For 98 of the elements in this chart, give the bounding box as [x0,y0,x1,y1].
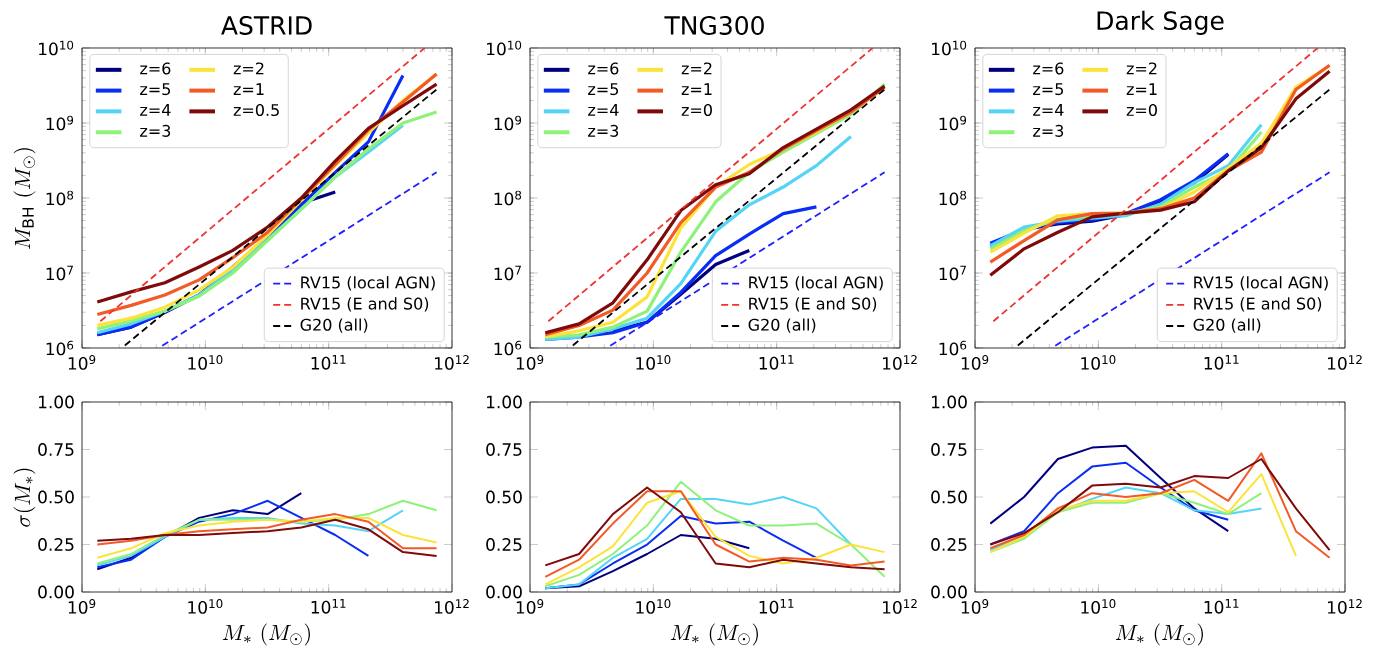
legend-label: z=2 [1126,62,1157,75]
legend-label: z=2 [681,62,712,75]
y-tick-label: 0.50 [931,490,967,504]
line-series [989,473,1297,557]
y-tick-label: 0.50 [486,490,522,504]
x-tick-label: 10$^{11}$ [311,599,346,614]
x-tick-label: 10$^{9}$ [516,355,544,370]
y-tick-label: 10$^{10}$ [39,40,74,56]
line-series [96,513,438,550]
legend-label: z=1 [233,83,264,95]
x-tick-label: 10$^{9}$ [961,599,989,614]
x-axis-title: $M_*\ (M_\odot)$ [1115,623,1203,646]
x-tick-label: 10$^{12}$ [434,599,469,614]
chart-title: TNG300 [664,16,764,35]
x-tick-label: 10$^{11}$ [1204,599,1239,614]
legend-label: z=4 [1033,104,1064,116]
y-tick-label: 0.00 [931,585,967,599]
legend-label: RV15 (local AGN) [1194,276,1328,291]
legend-label: G20 (all) [748,318,816,333]
legend-label: z=1 [681,83,712,95]
y-tick-label: 0.75 [38,443,74,456]
x-tick-label: 10$^{10}$ [636,355,671,370]
legend-label: z=0 [1126,103,1157,117]
legend-label: RV15 (local AGN) [749,276,883,291]
y-tick-label: 10$^{6}$ [46,340,74,356]
legend-label: z=6 [140,62,171,75]
y-tick-label: 10$^{7}$ [939,265,966,281]
x-tick-label: 10$^{12}$ [434,355,469,370]
y-tick-label: 10$^{9}$ [494,115,522,131]
x-tick-label: 10$^{11}$ [759,355,794,370]
y-tick-label: 1.00 [931,395,967,409]
legend-label: z=6 [1033,62,1064,75]
legend-label: z=2 [233,62,264,75]
y-tick-label: 1.00 [486,395,522,409]
x-tick-label: 10$^{12}$ [882,355,917,370]
y-tick-label: 10$^{10}$ [487,40,522,56]
y-tick-label: 1.00 [38,395,74,409]
x-tick-label: 10$^{11}$ [311,355,346,370]
legend-label: z=4 [588,104,619,116]
legend-label: z=5 [588,83,619,96]
y-tick-label: 0.25 [486,538,522,551]
y-tick-label: 10$^{8}$ [939,190,967,206]
legend-label: RV15 (E and S0) [749,297,877,312]
y-tick-label: 0.00 [38,585,74,599]
x-tick-label: 10$^{10}$ [188,355,223,370]
x-tick-label: 10$^{12}$ [1327,355,1362,370]
y-tick-label: 0.00 [486,585,522,599]
legend-label: z=0.5 [233,103,279,117]
x-tick-label: 10$^{11}$ [759,599,794,614]
y-tick-label: 10$^{6}$ [494,340,522,356]
chart-title: ASTRID [221,16,312,35]
y-tick-label: 10$^{9}$ [939,115,967,131]
x-tick-label: 10$^{10}$ [188,599,223,614]
x-tick-label: 10$^{12}$ [1327,599,1362,614]
x-tick-label: 10$^{12}$ [882,599,917,614]
legend-label: z=1 [1126,83,1157,95]
y-tick-label: 10$^{8}$ [46,190,74,206]
legend-label: z=5 [140,83,171,96]
legend-label: z=3 [140,124,171,137]
x-tick-label: 10$^{10}$ [1081,599,1116,614]
x-tick-label: 10$^{10}$ [1081,355,1116,370]
legend-label: RV15 (E and S0) [301,297,429,312]
legend-label: z=0 [681,103,712,117]
x-axis-title: $M_*\ (M_\odot)$ [222,623,310,646]
legend-label: G20 (all) [300,318,368,333]
line-series [96,499,370,569]
x-axis-title: $M_*\ (M_\odot)$ [670,623,758,646]
x-tick-label: 10$^{9}$ [516,599,544,614]
y-tick-label: 10$^{6}$ [939,340,967,356]
line-series [544,496,852,590]
legend-label: z=6 [588,62,619,75]
y-axis-title: $M_{\mathrm{BH}}\ (M_\odot)$ [13,148,36,250]
y-tick-label: 10$^{7}$ [494,265,521,281]
y-tick-label: 0.75 [931,443,967,456]
legend-label: z=3 [1033,124,1064,137]
legend-label: RV15 (E and S0) [1194,297,1322,312]
line-series [96,509,404,567]
y-tick-label: 10$^{7}$ [46,265,73,281]
x-tick-label: 10$^{9}$ [961,355,989,370]
chart-title: Dark Sage [1097,10,1224,35]
y-tick-label: 0.25 [931,538,967,551]
legend-label: RV15 (local AGN) [301,276,435,291]
y-tick-label: 0.25 [38,538,74,551]
x-tick-label: 10$^{10}$ [636,599,671,614]
x-tick-label: 10$^{9}$ [68,599,96,614]
y-axis-title: $\sigma(M_*)$ [13,468,36,527]
y-tick-label: 10$^{10}$ [932,40,967,56]
line-series [989,444,1230,533]
y-tick-label: 10$^{8}$ [494,190,522,206]
legend-label: z=4 [140,104,171,116]
legend-label: z=3 [588,124,619,137]
y-tick-label: 10$^{9}$ [46,115,74,131]
legend-label: z=5 [1033,83,1064,96]
y-tick-label: 0.75 [486,443,522,456]
x-tick-label: 10$^{9}$ [68,355,96,370]
legend-label: G20 (all) [1193,318,1261,333]
y-tick-label: 0.50 [38,490,74,504]
x-tick-label: 10$^{11}$ [1204,355,1239,370]
